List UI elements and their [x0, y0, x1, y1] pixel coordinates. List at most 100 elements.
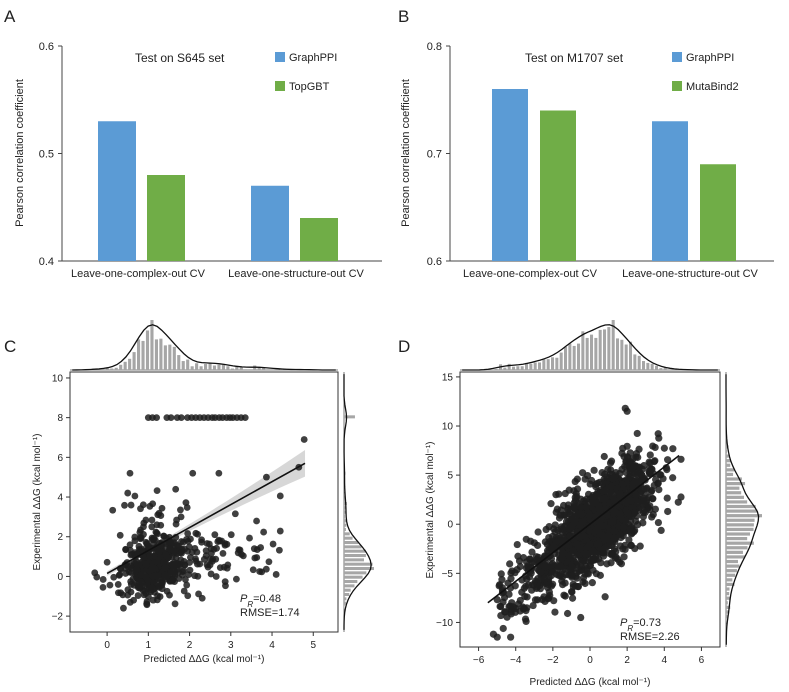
marginal-bar-right-c-6	[344, 601, 346, 605]
point-c-280	[184, 537, 192, 545]
point-d-1115	[521, 615, 530, 623]
point-c-454	[145, 593, 152, 600]
marginal-bar-right-d-6	[726, 614, 728, 619]
marginal-bar-top-c-34	[221, 364, 225, 370]
marginal-bar-top-c-29	[199, 366, 203, 370]
point-d-1463	[548, 561, 556, 569]
point-c-328	[103, 558, 111, 566]
y-tick-label-a-0: 0.4	[39, 256, 54, 268]
point-d-1019	[507, 633, 515, 641]
point-d-662	[648, 513, 656, 521]
category-label-b-0: Leave-one-complex-out CV	[463, 268, 598, 280]
point-d-1479	[594, 527, 603, 536]
marginal-bar-top-d-27	[577, 343, 581, 370]
density-curve-right-d	[725, 374, 760, 645]
marginal-bar-top-c-19	[154, 339, 158, 370]
point-d-1440	[656, 471, 664, 479]
point-d-926	[649, 442, 657, 450]
point-d-1418	[538, 595, 546, 604]
point-c-548	[150, 572, 157, 580]
point-c-465	[143, 600, 151, 608]
marginal-bar-top-d-28	[581, 331, 585, 370]
point-d-489	[579, 469, 587, 477]
legend-label-graphppi-b: GraphPPI	[686, 52, 734, 64]
point-d-442	[664, 456, 672, 464]
point-d-1194	[560, 526, 568, 534]
point-c-522	[238, 551, 245, 558]
marginal-bar-right-d-13	[726, 582, 735, 587]
point-c-503	[144, 576, 152, 584]
point-d-1473	[499, 624, 507, 633]
marginal-bar-top-c-9	[110, 368, 114, 370]
point-d-12	[646, 451, 654, 459]
legend-a: GraphPPI TopGBT	[275, 52, 337, 93]
rmse-label-c: RMSE=1.74	[240, 607, 300, 619]
fit-line-d	[487, 454, 680, 604]
point-c-194	[231, 510, 239, 518]
point-c-274	[177, 506, 184, 514]
point-c-344	[269, 540, 277, 548]
legend-b: GraphPPI MutaBind2	[672, 52, 739, 93]
marginal-bar-top-c-17	[145, 330, 150, 370]
y-tick-label-b-0: 0.6	[427, 256, 442, 268]
point-c-560	[300, 436, 308, 443]
point-d-1337	[649, 470, 658, 478]
point-d-1217	[677, 455, 685, 463]
marginal-bar-top-c-24	[177, 355, 181, 370]
point-d-1360	[584, 570, 592, 578]
x-tick-label-d-3: 0	[587, 655, 593, 666]
point-c-422	[138, 545, 146, 553]
point-d-1351	[574, 582, 582, 591]
marginal-bar-top-d-32	[598, 329, 602, 370]
marginal-bar-top-d-38	[624, 344, 628, 370]
marginal-bar-right-c-25	[344, 519, 347, 523]
y-tick-label-a-1: 0.5	[39, 149, 54, 161]
x-axis-label-c: Predicted ΔΔG (kcal mol⁻¹)	[144, 654, 265, 665]
marginal-bar-right-c-21	[344, 536, 353, 540]
marginal-bar-top-d-43	[646, 362, 650, 370]
point-d-1458	[590, 466, 598, 474]
x-tick-label-c-2: 2	[187, 640, 193, 651]
marginal-histogram-top-d	[460, 320, 720, 371]
y-tick-label-d-1: −5	[442, 569, 454, 580]
marginal-bar-right-d-8	[726, 605, 731, 609]
x-tick-label-c-5: 5	[310, 640, 316, 651]
point-c-210	[124, 591, 132, 599]
point-d-1482	[542, 525, 550, 534]
point-c-538	[161, 571, 169, 578]
point-c-349	[137, 535, 144, 543]
marginal-bar-top-d-18	[538, 362, 542, 370]
marginal-histogram-top-c	[70, 320, 338, 371]
point-c-254	[249, 566, 257, 574]
point-d-1401	[537, 568, 545, 576]
marginal-bar-right-d-38	[726, 468, 735, 472]
x-tick-label-c-0: 0	[104, 640, 110, 651]
point-d-1502	[623, 407, 631, 415]
point-c-416	[136, 528, 144, 536]
point-d-1488	[627, 458, 635, 466]
point-d-1493	[541, 575, 549, 583]
y-tick-label-b-1: 0.7	[427, 149, 442, 161]
point-c-22	[227, 531, 235, 539]
rmse-label-d: RMSE=2.26	[620, 631, 680, 643]
point-d-1282	[533, 555, 541, 564]
marginal-bar-top-c-30	[204, 364, 208, 370]
point-c-244	[91, 569, 99, 577]
marginal-bar-top-d-12	[512, 366, 516, 370]
point-d-1408	[585, 511, 594, 519]
point-d-1459	[522, 582, 530, 590]
point-c-460	[135, 577, 143, 585]
marginal-bar-right-c-24	[344, 523, 347, 527]
point-c-491	[129, 575, 137, 583]
marginal-bar-top-d-21	[551, 357, 555, 370]
point-d-402	[547, 500, 555, 508]
point-c-533	[161, 564, 169, 572]
point-d-1492	[616, 510, 624, 518]
y-tick-label-d-4: 10	[442, 422, 454, 433]
point-c-113	[114, 581, 122, 588]
marginal-bar-top-c-36	[230, 368, 234, 370]
point-d-499	[519, 554, 528, 562]
legend-swatch-topgbt-a	[275, 81, 285, 91]
point-d-1128	[555, 490, 563, 498]
